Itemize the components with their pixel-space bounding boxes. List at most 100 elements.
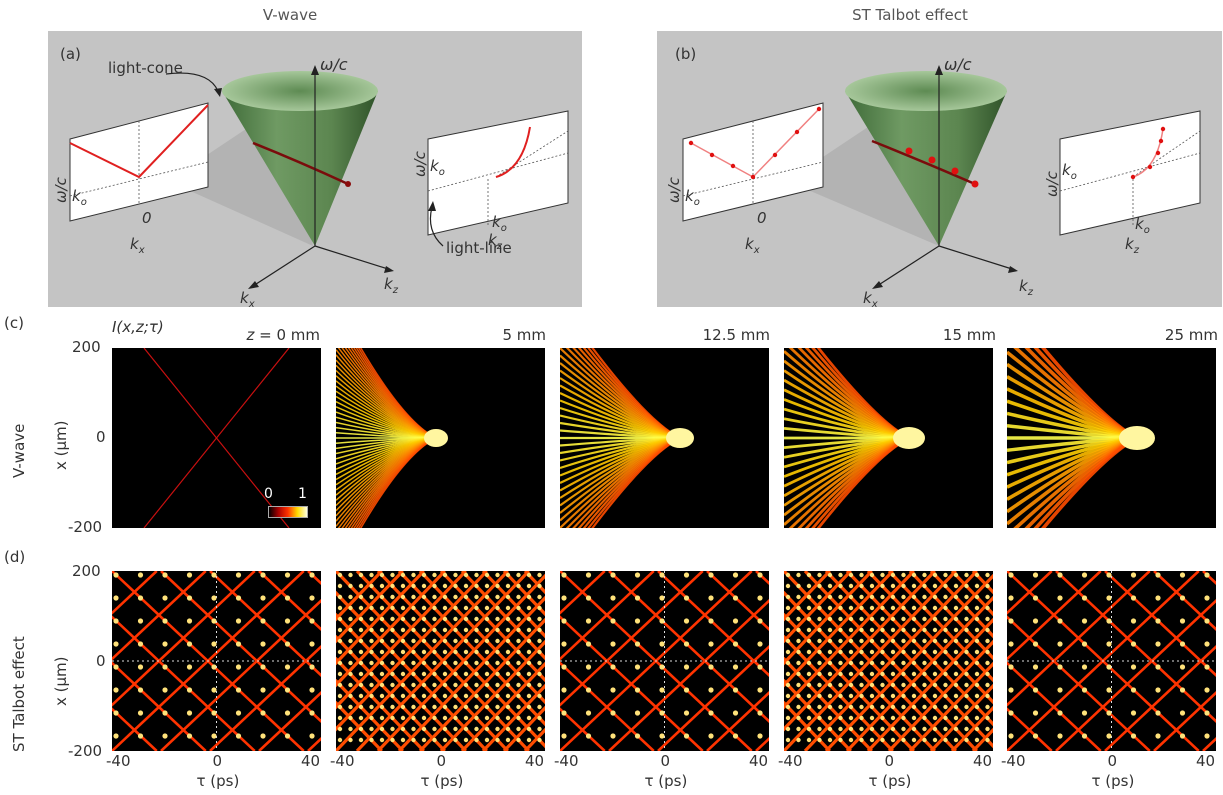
- lattice-dot: [442, 572, 448, 578]
- lattice-dot: [785, 605, 791, 611]
- lattice-dot: [411, 715, 416, 721]
- lattice-dot: [411, 583, 416, 589]
- lattice-dot: [785, 704, 791, 710]
- lattice-dot: [964, 616, 969, 622]
- lattice-dot: [1130, 710, 1137, 716]
- lattice-dot: [943, 682, 948, 688]
- lattice-dot: [537, 682, 542, 688]
- lattice-dot: [526, 616, 532, 622]
- lattice-dot: [1106, 664, 1112, 670]
- lattice-dot: [838, 682, 843, 688]
- lattice-dot: [411, 638, 416, 644]
- lattice-dot: [337, 737, 343, 743]
- lattice-dot: [400, 638, 406, 644]
- lattice-dot: [260, 595, 266, 601]
- lattice-dot: [442, 737, 448, 743]
- lattice-line: [336, 571, 488, 732]
- lattice-dot: [1155, 687, 1161, 693]
- title-st-talbot: ST Talbot effect: [852, 6, 968, 24]
- lattice-dot: [442, 671, 448, 677]
- lattice-dot: [943, 726, 948, 732]
- lattice-dot: [421, 671, 427, 677]
- lattice-line: [209, 645, 321, 751]
- lattice-dot: [113, 733, 119, 739]
- colorbar-min: 0: [264, 486, 273, 502]
- lattice-dot: [358, 693, 364, 699]
- lattice-line: [460, 571, 545, 661]
- lattice-dot: [985, 737, 990, 743]
- lattice-dot: [421, 583, 427, 589]
- lattice-dot: [869, 737, 875, 743]
- lattice-dot: [348, 616, 353, 622]
- heatmap-v-wave-2: [560, 348, 769, 528]
- lattice-dot: [495, 704, 500, 710]
- lattice-dot: [537, 726, 542, 732]
- lattice-dot: [838, 616, 843, 622]
- lattice-dot: [848, 682, 854, 688]
- lattice-dot: [953, 616, 959, 622]
- heatmap-talbot-1: [336, 571, 545, 751]
- kz-axis: [314, 245, 389, 270]
- lattice-dot: [505, 638, 511, 644]
- lattice-dot: [922, 594, 927, 600]
- lattice-dot: [838, 671, 843, 677]
- lattice-dot: [964, 726, 969, 732]
- lattice-dot: [1081, 664, 1088, 670]
- lattice-dot: [484, 605, 490, 611]
- lattice-dot: [537, 583, 542, 589]
- lattice-dot: [806, 737, 812, 743]
- lattice-dot: [827, 616, 833, 622]
- lattice-dot: [537, 693, 542, 699]
- lattice-dot: [964, 649, 969, 655]
- lattice-dot: [463, 726, 469, 732]
- lattice-dot: [505, 660, 511, 666]
- lattice-dot: [526, 594, 532, 600]
- lattice-dot: [890, 572, 896, 578]
- lattice-dot: [337, 715, 343, 721]
- lattice-dot: [985, 605, 990, 611]
- lattice-dot: [859, 638, 864, 644]
- lattice-line: [336, 571, 383, 622]
- v-curve-left: [69, 104, 209, 179]
- lattice-dot: [869, 594, 875, 600]
- lattice-dot: [348, 682, 353, 688]
- lattice-dot: [1008, 572, 1014, 578]
- xtick-label: 0: [1107, 752, 1118, 770]
- lattice-dot: [943, 572, 948, 578]
- xtick-label: -40: [106, 752, 131, 770]
- lattice-dot: [411, 726, 416, 732]
- lattice-dot: [358, 715, 364, 721]
- lattice-dot: [1081, 733, 1088, 739]
- lattice-dot: [943, 638, 948, 644]
- lattice-dot: [683, 572, 690, 578]
- lattice-dot: [974, 583, 980, 589]
- x-axis-label: τ (ps): [868, 772, 912, 790]
- lattice-dot: [1179, 572, 1186, 578]
- lattice-dot: [585, 595, 592, 601]
- lattice-dot: [785, 572, 791, 578]
- curve-right: [495, 126, 531, 178]
- lattice-dot: [235, 618, 242, 624]
- lattice-dot: [890, 715, 896, 721]
- kx-label-b-axis: kx: [863, 289, 878, 310]
- heatmap-talbot-4: [1007, 571, 1216, 751]
- lattice-dot: [379, 616, 385, 622]
- lattice-line: [784, 571, 894, 688]
- lattice-dot: [137, 664, 144, 670]
- lattice-dot: [974, 682, 980, 688]
- lattice-dot: [932, 627, 938, 633]
- lattice-dot: [411, 671, 416, 677]
- lattice-dot: [260, 687, 266, 693]
- lattice-dot: [932, 616, 938, 622]
- lattice-dot: [442, 704, 448, 710]
- lattice-dot: [838, 726, 843, 732]
- lattice-dot: [495, 572, 500, 578]
- lattice-dot: [113, 618, 119, 624]
- kx-axis: [252, 245, 316, 287]
- lattice-dot: [890, 671, 896, 677]
- lattice-dot: [953, 583, 959, 589]
- lattice-dot: [827, 715, 833, 721]
- lattice-dot: [1179, 641, 1186, 647]
- lattice-dot: [379, 660, 385, 666]
- lattice-dot: [484, 649, 490, 655]
